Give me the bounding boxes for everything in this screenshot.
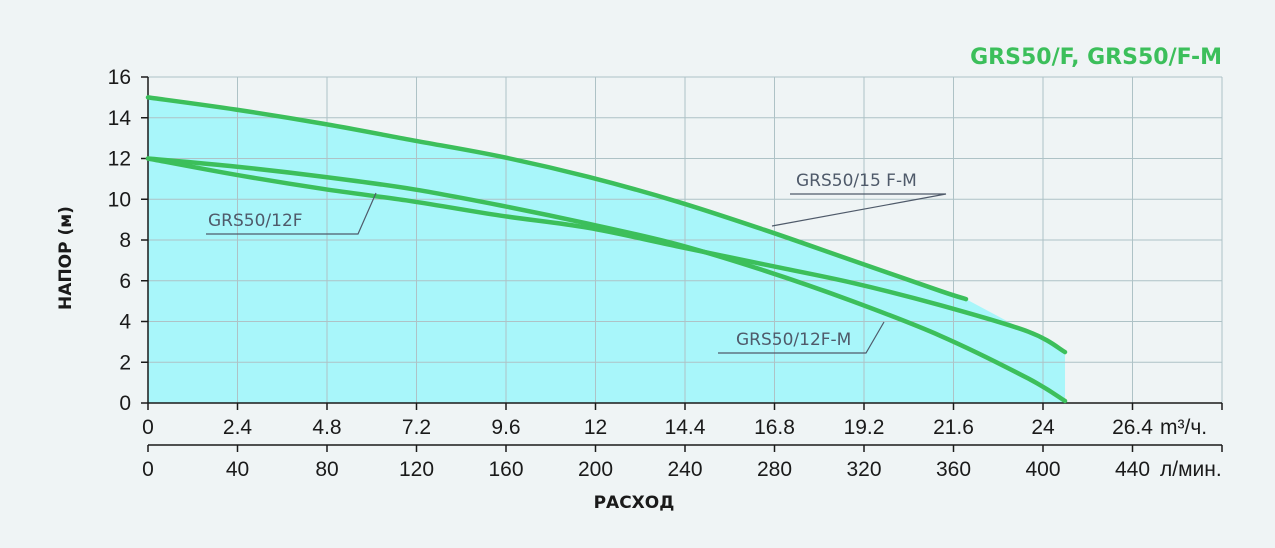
chart-title: GRS50/F, GRS50/F-M [970, 45, 1222, 70]
x-unit-secondary: л/мин. [1160, 458, 1222, 481]
y-tick-label: 0 [119, 392, 131, 415]
curves [145, 95, 1068, 404]
series-label-grs50-12f: GRS50/12F-M [736, 330, 851, 350]
x-tick-label: 21.6 [933, 416, 974, 439]
x-tick-label-lmin: 200 [578, 458, 613, 481]
x-tick-label-lmin: 360 [936, 458, 971, 481]
y-tick-label: 12 [108, 148, 131, 171]
series-labels: GRS50/15 F-M GRS50/12F GRS50/12F-M [206, 171, 947, 354]
leader-line [771, 193, 947, 227]
series-label-grs50-15f-m: GRS50/15 F-M [796, 171, 917, 191]
x-unit-primary: m³/ч. [1160, 416, 1207, 439]
axes [141, 76, 1223, 452]
x-tick-label: 0 [142, 416, 154, 439]
x-tick-label: 24 [1031, 416, 1055, 439]
series-label-grs50-12f-m: GRS50/12F [208, 211, 303, 231]
y-tick-label: 6 [119, 270, 131, 293]
curve-grs50-12f-m [145, 156, 1068, 404]
x-tick-label-lmin: 280 [757, 458, 792, 481]
x-tick-label: 9.6 [491, 416, 520, 439]
x-tick-label: 19.2 [844, 416, 885, 439]
x-tick-label: 12 [584, 416, 607, 439]
x-tick-label-lmin: 0 [142, 458, 154, 481]
x-tick-label-lmin: 80 [315, 458, 338, 481]
curve-grs50-15f-m [145, 95, 969, 302]
x-tick-label: 4.8 [312, 416, 341, 439]
y-tick-label: 2 [119, 351, 131, 374]
x-tick-label: 7.2 [402, 416, 431, 439]
x-tick-label-lmin: 120 [399, 458, 434, 481]
x-tick-label-lmin: 440 [1115, 458, 1150, 481]
grid [148, 76, 1223, 403]
x-tick-label-lmin: 320 [846, 458, 881, 481]
y-tick-label: 10 [108, 188, 131, 211]
fill-area [148, 97, 1066, 403]
y-tick-label: 14 [108, 107, 132, 130]
tick-labels: 0 2.4 4.8 7.2 9.6 12 14.4 16.8 19.2 21.6 24 26.40 40… [108, 66, 1154, 481]
x-tick-label-lmin: 240 [667, 458, 702, 481]
y-axis-title: НАПОР (м) [56, 206, 76, 310]
x-tick-label: 14.4 [665, 416, 706, 439]
y-tick-label: 4 [119, 311, 131, 334]
x-tick-label-lmin: 160 [488, 458, 523, 481]
leader-line [206, 192, 377, 235]
x-tick-label: 16.8 [754, 416, 795, 439]
curve-grs50-12f [145, 156, 1068, 355]
leader-line [718, 321, 885, 354]
y-tick-label: 16 [108, 66, 131, 89]
x-tick-label-lmin: 40 [226, 458, 249, 481]
x-tick-label-lmin: 400 [1025, 458, 1060, 481]
x-axis-title: РАСХОД [594, 493, 675, 513]
y-tick-label: 8 [119, 229, 131, 252]
performance-fill-area [148, 97, 1066, 403]
x-tick-label: 26.4 [1112, 416, 1153, 439]
x-tick-label: 2.4 [223, 416, 253, 439]
